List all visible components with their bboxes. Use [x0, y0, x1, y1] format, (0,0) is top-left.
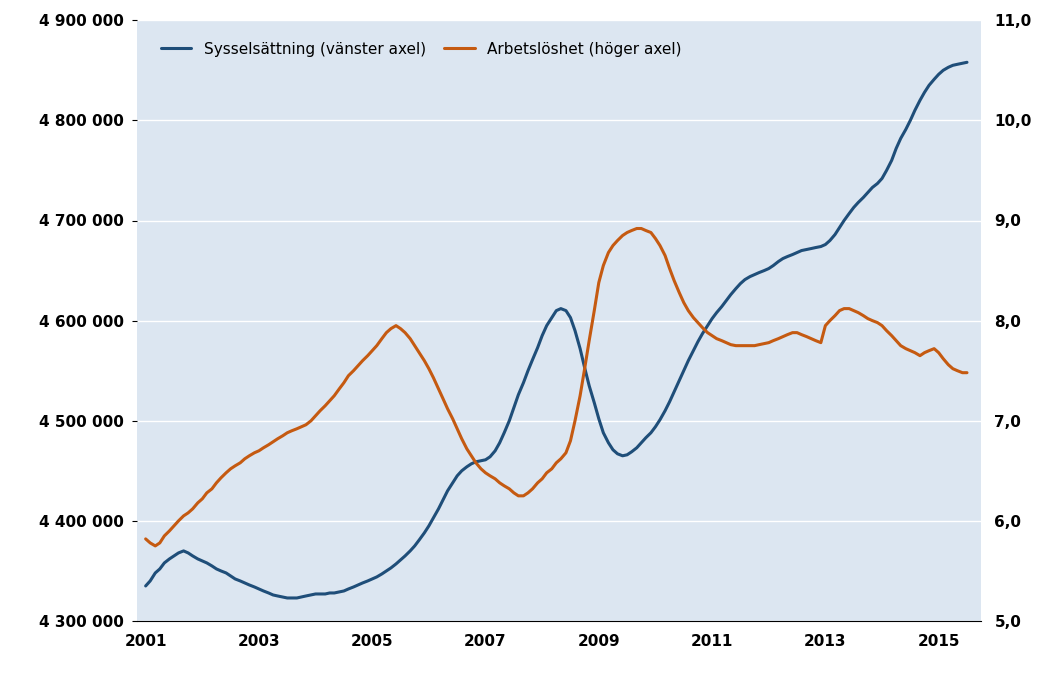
Sysselsättning (vänster axel): [961, 58, 974, 66]
Sysselsättning (vänster axel): [753, 269, 766, 277]
Sysselsättning (vänster axel): [433, 505, 445, 513]
Arbetslöshet (höger axel): [631, 225, 644, 233]
Arbetslöshet (höger axel): [757, 340, 770, 348]
Arbetslöshet (höger axel): [433, 385, 445, 393]
Sysselsättning (vänster axel): [281, 594, 293, 602]
Arbetslöshet (höger axel): [843, 304, 856, 313]
Sysselsättning (vänster axel): [682, 356, 694, 365]
Arbetslöshet (höger axel): [380, 329, 392, 337]
Sysselsättning (vänster axel): [380, 567, 392, 575]
Sysselsättning (vänster axel): [206, 562, 218, 570]
Sysselsättning (vänster axel): [139, 582, 152, 590]
Arbetslöshet (höger axel): [961, 369, 974, 377]
Arbetslöshet (höger axel): [210, 479, 223, 487]
Line: Sysselsättning (vänster axel): Sysselsättning (vänster axel): [146, 62, 967, 598]
Arbetslöshet (höger axel): [139, 535, 152, 543]
Arbetslöshet (höger axel): [149, 542, 161, 550]
Legend: Sysselsättning (vänster axel), Arbetslöshet (höger axel): Sysselsättning (vänster axel), Arbetslös…: [153, 34, 689, 64]
Line: Arbetslöshet (höger axel): Arbetslöshet (höger axel): [146, 229, 967, 546]
Arbetslöshet (höger axel): [687, 314, 699, 322]
Sysselsättning (vänster axel): [838, 217, 850, 225]
